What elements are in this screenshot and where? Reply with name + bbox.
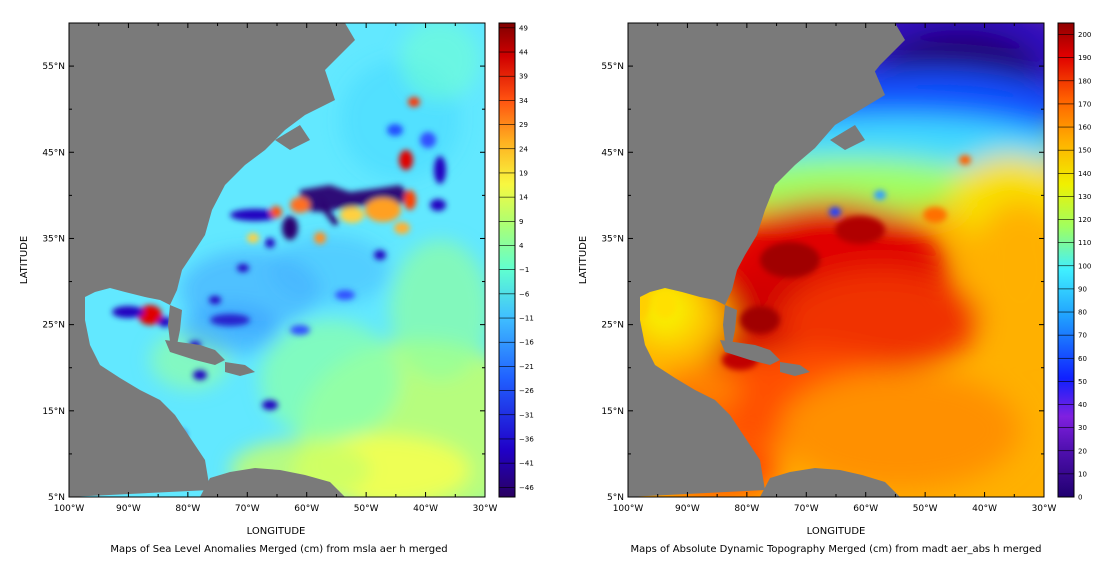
lon-tick-label: 60°W bbox=[294, 504, 319, 514]
lon-tick-label: 30°W bbox=[473, 504, 498, 514]
lat-tick-label: 35°N bbox=[42, 234, 65, 244]
colorbar-tick-label: 150 bbox=[1078, 147, 1091, 155]
lat-tick-label: 25°N bbox=[601, 321, 624, 331]
colorbar-tick-label: 19 bbox=[519, 169, 528, 177]
lat-tick-label: 15°N bbox=[601, 407, 624, 417]
colorbar-tick-label: 44 bbox=[519, 49, 528, 57]
topography-colorbar-ticks: 2001901801701601501401301201101009080706… bbox=[1058, 31, 1091, 502]
colorbar-tick-label: 9 bbox=[519, 218, 523, 226]
topography-axis-ticks: 100°W 90°W 80°W 70°W 60°W 50°W 40°W 30°W 5°N 15°N… bbox=[601, 22, 1057, 514]
colorbar-tick-label: 190 bbox=[1078, 54, 1091, 62]
anomaly-land bbox=[69, 23, 355, 497]
colorbar-tick-label: −41 bbox=[519, 460, 534, 468]
colorbar-tick-label: −26 bbox=[519, 387, 534, 395]
colorbar-tick-label: −36 bbox=[519, 435, 534, 443]
lon-tick-label: 70°W bbox=[235, 504, 260, 514]
anomaly-xlabel: LONGITUDE bbox=[247, 526, 306, 537]
colorbar-tick-label: 60 bbox=[1078, 355, 1087, 363]
topography-map-panel: 100°W 90°W 80°W 70°W 60°W 50°W 40°W 30°W 5°N 15°N… bbox=[578, 22, 1091, 555]
anomaly-caption: Maps of Sea Level Anomalies Merged (cm) … bbox=[110, 544, 447, 555]
anomaly-axis-ticks: 100°W 90°W 80°W 70°W 60°W 50°W 40°W 30°W 5°N 15°N… bbox=[42, 22, 498, 514]
anomaly-ylabel: LATITUDE bbox=[19, 236, 30, 284]
colorbar-tick-label: −1 bbox=[519, 266, 529, 274]
lon-tick-label: 70°W bbox=[794, 504, 819, 514]
colorbar-tick-label: 50 bbox=[1078, 378, 1087, 386]
colorbar-tick-label: −11 bbox=[519, 315, 534, 323]
lat-tick-label: 5°N bbox=[48, 493, 65, 503]
lat-tick-label: 35°N bbox=[601, 234, 624, 244]
lon-tick-label: 40°W bbox=[413, 504, 438, 514]
lat-tick-label: 45°N bbox=[42, 148, 65, 158]
colorbar-tick-label: −16 bbox=[519, 339, 534, 347]
topography-map-area bbox=[628, 23, 1044, 497]
lat-tick-label: 15°N bbox=[42, 407, 65, 417]
anomaly-map-area bbox=[69, 23, 485, 497]
lat-tick-label: 45°N bbox=[601, 148, 624, 158]
lon-tick-label: 90°W bbox=[675, 504, 700, 514]
colorbar-tick-label: −31 bbox=[519, 411, 534, 419]
colorbar-tick-label: 70 bbox=[1078, 332, 1087, 340]
lon-tick-label: 100°W bbox=[54, 504, 85, 514]
lon-tick-label: 90°W bbox=[116, 504, 141, 514]
anomaly-colorbar bbox=[498, 22, 516, 498]
colorbar-tick-label: 130 bbox=[1078, 193, 1091, 201]
colorbar-tick-label: 29 bbox=[519, 121, 528, 129]
colorbar-tick-label: 110 bbox=[1078, 239, 1091, 247]
lat-tick-label: 5°N bbox=[607, 493, 624, 503]
colorbar-tick-label: 80 bbox=[1078, 309, 1087, 317]
topography-caption: Maps of Absolute Dynamic Topography Merg… bbox=[630, 544, 1041, 555]
topography-xlabel: LONGITUDE bbox=[807, 526, 866, 537]
lon-tick-label: 60°W bbox=[853, 504, 878, 514]
colorbar-tick-label: 100 bbox=[1078, 262, 1091, 270]
colorbar-tick-label: −46 bbox=[519, 484, 534, 492]
lat-tick-label: 25°N bbox=[42, 321, 65, 331]
anomaly-map-panel: 100°W 90°W 80°W 70°W 60°W 50°W 40°W 30°W 5°N 15°N… bbox=[19, 22, 534, 555]
topography-colorbar bbox=[1057, 22, 1075, 498]
colorbar-tick-label: 0 bbox=[1078, 494, 1082, 502]
lon-tick-label: 30°W bbox=[1032, 504, 1057, 514]
lon-tick-label: 100°W bbox=[613, 504, 644, 514]
colorbar-tick-label: 34 bbox=[519, 97, 528, 105]
lon-tick-label: 40°W bbox=[972, 504, 997, 514]
lon-tick-label: 80°W bbox=[734, 504, 759, 514]
colorbar-tick-label: 49 bbox=[519, 24, 528, 32]
colorbar-tick-label: 180 bbox=[1078, 77, 1091, 85]
colorbar-tick-label: 30 bbox=[1078, 424, 1087, 432]
colorbar-tick-label: 90 bbox=[1078, 285, 1087, 293]
anomaly-eddies bbox=[97, 97, 446, 453]
lat-tick-label: 55°N bbox=[601, 62, 624, 72]
colorbar-tick-label: 140 bbox=[1078, 170, 1091, 178]
lon-tick-label: 50°W bbox=[913, 504, 938, 514]
colorbar-tick-label: 120 bbox=[1078, 216, 1091, 224]
colorbar-tick-label: 14 bbox=[519, 194, 528, 202]
topography-land bbox=[628, 23, 905, 497]
colorbar-tick-label: 160 bbox=[1078, 124, 1091, 132]
colorbar-tick-label: 200 bbox=[1078, 31, 1091, 39]
colorbar-tick-label: 39 bbox=[519, 73, 528, 81]
colorbar-tick-label: −6 bbox=[519, 290, 530, 298]
topography-ylabel: LATITUDE bbox=[578, 236, 589, 284]
colorbar-tick-label: −21 bbox=[519, 363, 534, 371]
colorbar-tick-label: 24 bbox=[519, 145, 528, 153]
colorbar-tick-label: 10 bbox=[1078, 470, 1087, 478]
colorbar-tick-label: 4 bbox=[519, 242, 524, 250]
anomaly-colorbar-ticks: 49 44 39 34 29 24 19 14 9 4 −1 −6 −11 −16 −21 −26 −31 −36… bbox=[499, 24, 534, 492]
lon-tick-label: 80°W bbox=[175, 504, 200, 514]
lon-tick-label: 50°W bbox=[354, 504, 379, 514]
colorbar-tick-label: 20 bbox=[1078, 447, 1087, 455]
colorbar-tick-label: 40 bbox=[1078, 401, 1087, 409]
colorbar-tick-label: 170 bbox=[1078, 100, 1091, 108]
lat-tick-label: 55°N bbox=[42, 62, 65, 72]
